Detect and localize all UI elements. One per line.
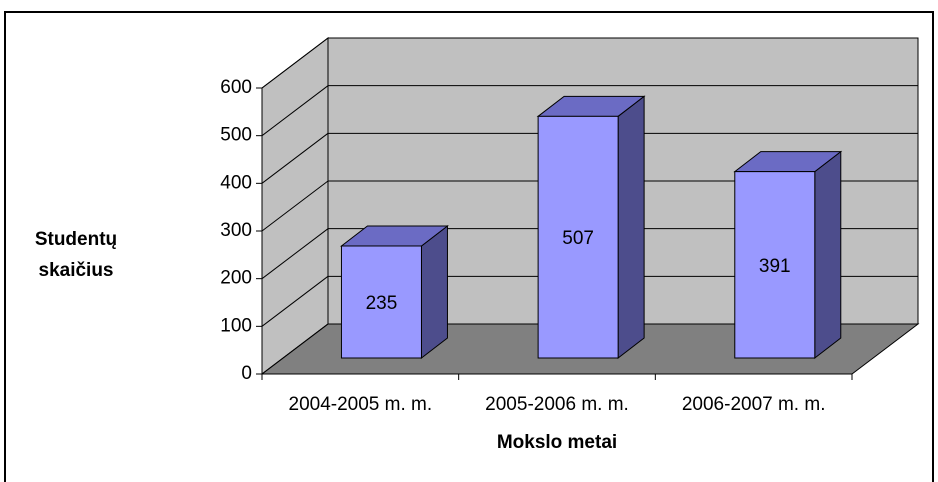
y-axis-title: Studentų skaičius bbox=[34, 229, 118, 281]
x-tick-label: 2004-2005 m. m. bbox=[289, 394, 433, 415]
y-tick-label: 300 bbox=[220, 220, 252, 241]
grid-line bbox=[261, 85, 329, 137]
bar-side bbox=[420, 224, 448, 360]
bar-side bbox=[617, 95, 645, 360]
y-tick-label: 600 bbox=[220, 77, 252, 98]
y-tick-label: 200 bbox=[220, 268, 252, 289]
y-tick-label: 400 bbox=[220, 172, 252, 193]
x-axis-title: Mokslo metai bbox=[497, 432, 617, 453]
grid-line bbox=[261, 180, 329, 232]
bar-side bbox=[814, 150, 842, 360]
bar bbox=[340, 245, 422, 359]
y-tick-label: 100 bbox=[220, 315, 252, 336]
grid-line bbox=[261, 275, 329, 327]
grid-line bbox=[261, 228, 329, 280]
y-tick-label: 500 bbox=[220, 125, 252, 146]
data-label: 507 bbox=[562, 228, 594, 249]
grid-line bbox=[261, 323, 329, 375]
grid-line bbox=[261, 37, 329, 89]
bar bbox=[537, 115, 619, 359]
bar bbox=[734, 171, 816, 359]
y-tick-label: 0 bbox=[241, 363, 252, 384]
grid-line bbox=[261, 132, 329, 184]
data-label: 235 bbox=[366, 293, 398, 314]
data-label: 391 bbox=[759, 256, 791, 277]
x-tick-label: 2006-2007 m. m. bbox=[682, 394, 826, 415]
x-tick-label: 2005-2006 m. m. bbox=[485, 394, 629, 415]
